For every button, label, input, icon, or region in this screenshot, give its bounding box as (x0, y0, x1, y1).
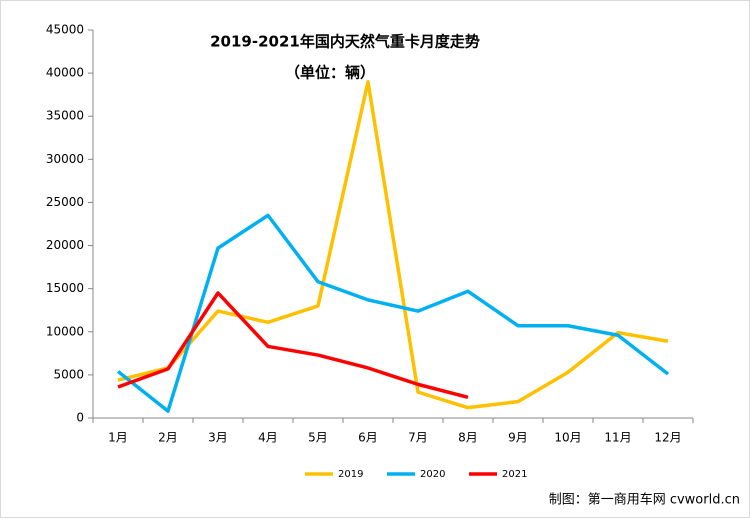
series-line (117, 79, 669, 410)
y-tick-label: 15000 (46, 281, 84, 295)
y-tick-label: 20000 (46, 238, 84, 252)
y-tick-label: 10000 (46, 324, 84, 338)
chart-subtitle: （单位：辆） (285, 64, 375, 82)
x-tick-label: 6月 (358, 431, 378, 445)
series-line (117, 291, 469, 400)
x-tick-label: 12月 (654, 431, 681, 445)
y-tick-label: 40000 (46, 66, 84, 80)
x-tick-label: 9月 (508, 431, 528, 445)
y-tick-label: 0 (76, 411, 84, 425)
x-tick-label: 2月 (158, 431, 178, 445)
x-tick-label: 11月 (604, 431, 631, 445)
legend-label: 2019 (338, 469, 363, 480)
x-tick-label: 10月 (554, 431, 581, 445)
legend-label: 2020 (420, 469, 445, 480)
y-tick-label: 25000 (46, 195, 84, 209)
x-tick-label: 8月 (458, 431, 478, 445)
x-tick-label: 3月 (208, 431, 228, 445)
y-tick-label: 30000 (46, 152, 84, 166)
y-tick-label: 45000 (46, 23, 84, 37)
x-tick-label: 1月 (108, 431, 128, 445)
series-line (116, 213, 670, 413)
chart-title: 2019-2021年国内天然气重卡月度走势 (210, 33, 480, 51)
source-note: 制图：第一商用车网 cvworld.cn (549, 492, 740, 508)
y-tick-label: 35000 (46, 109, 84, 123)
legend-label: 2021 (502, 469, 527, 480)
y-tick-label: 5000 (53, 367, 84, 381)
x-tick-label: 5月 (308, 431, 328, 445)
x-tick-label: 4月 (258, 431, 278, 445)
x-tick-label: 7月 (408, 431, 428, 445)
